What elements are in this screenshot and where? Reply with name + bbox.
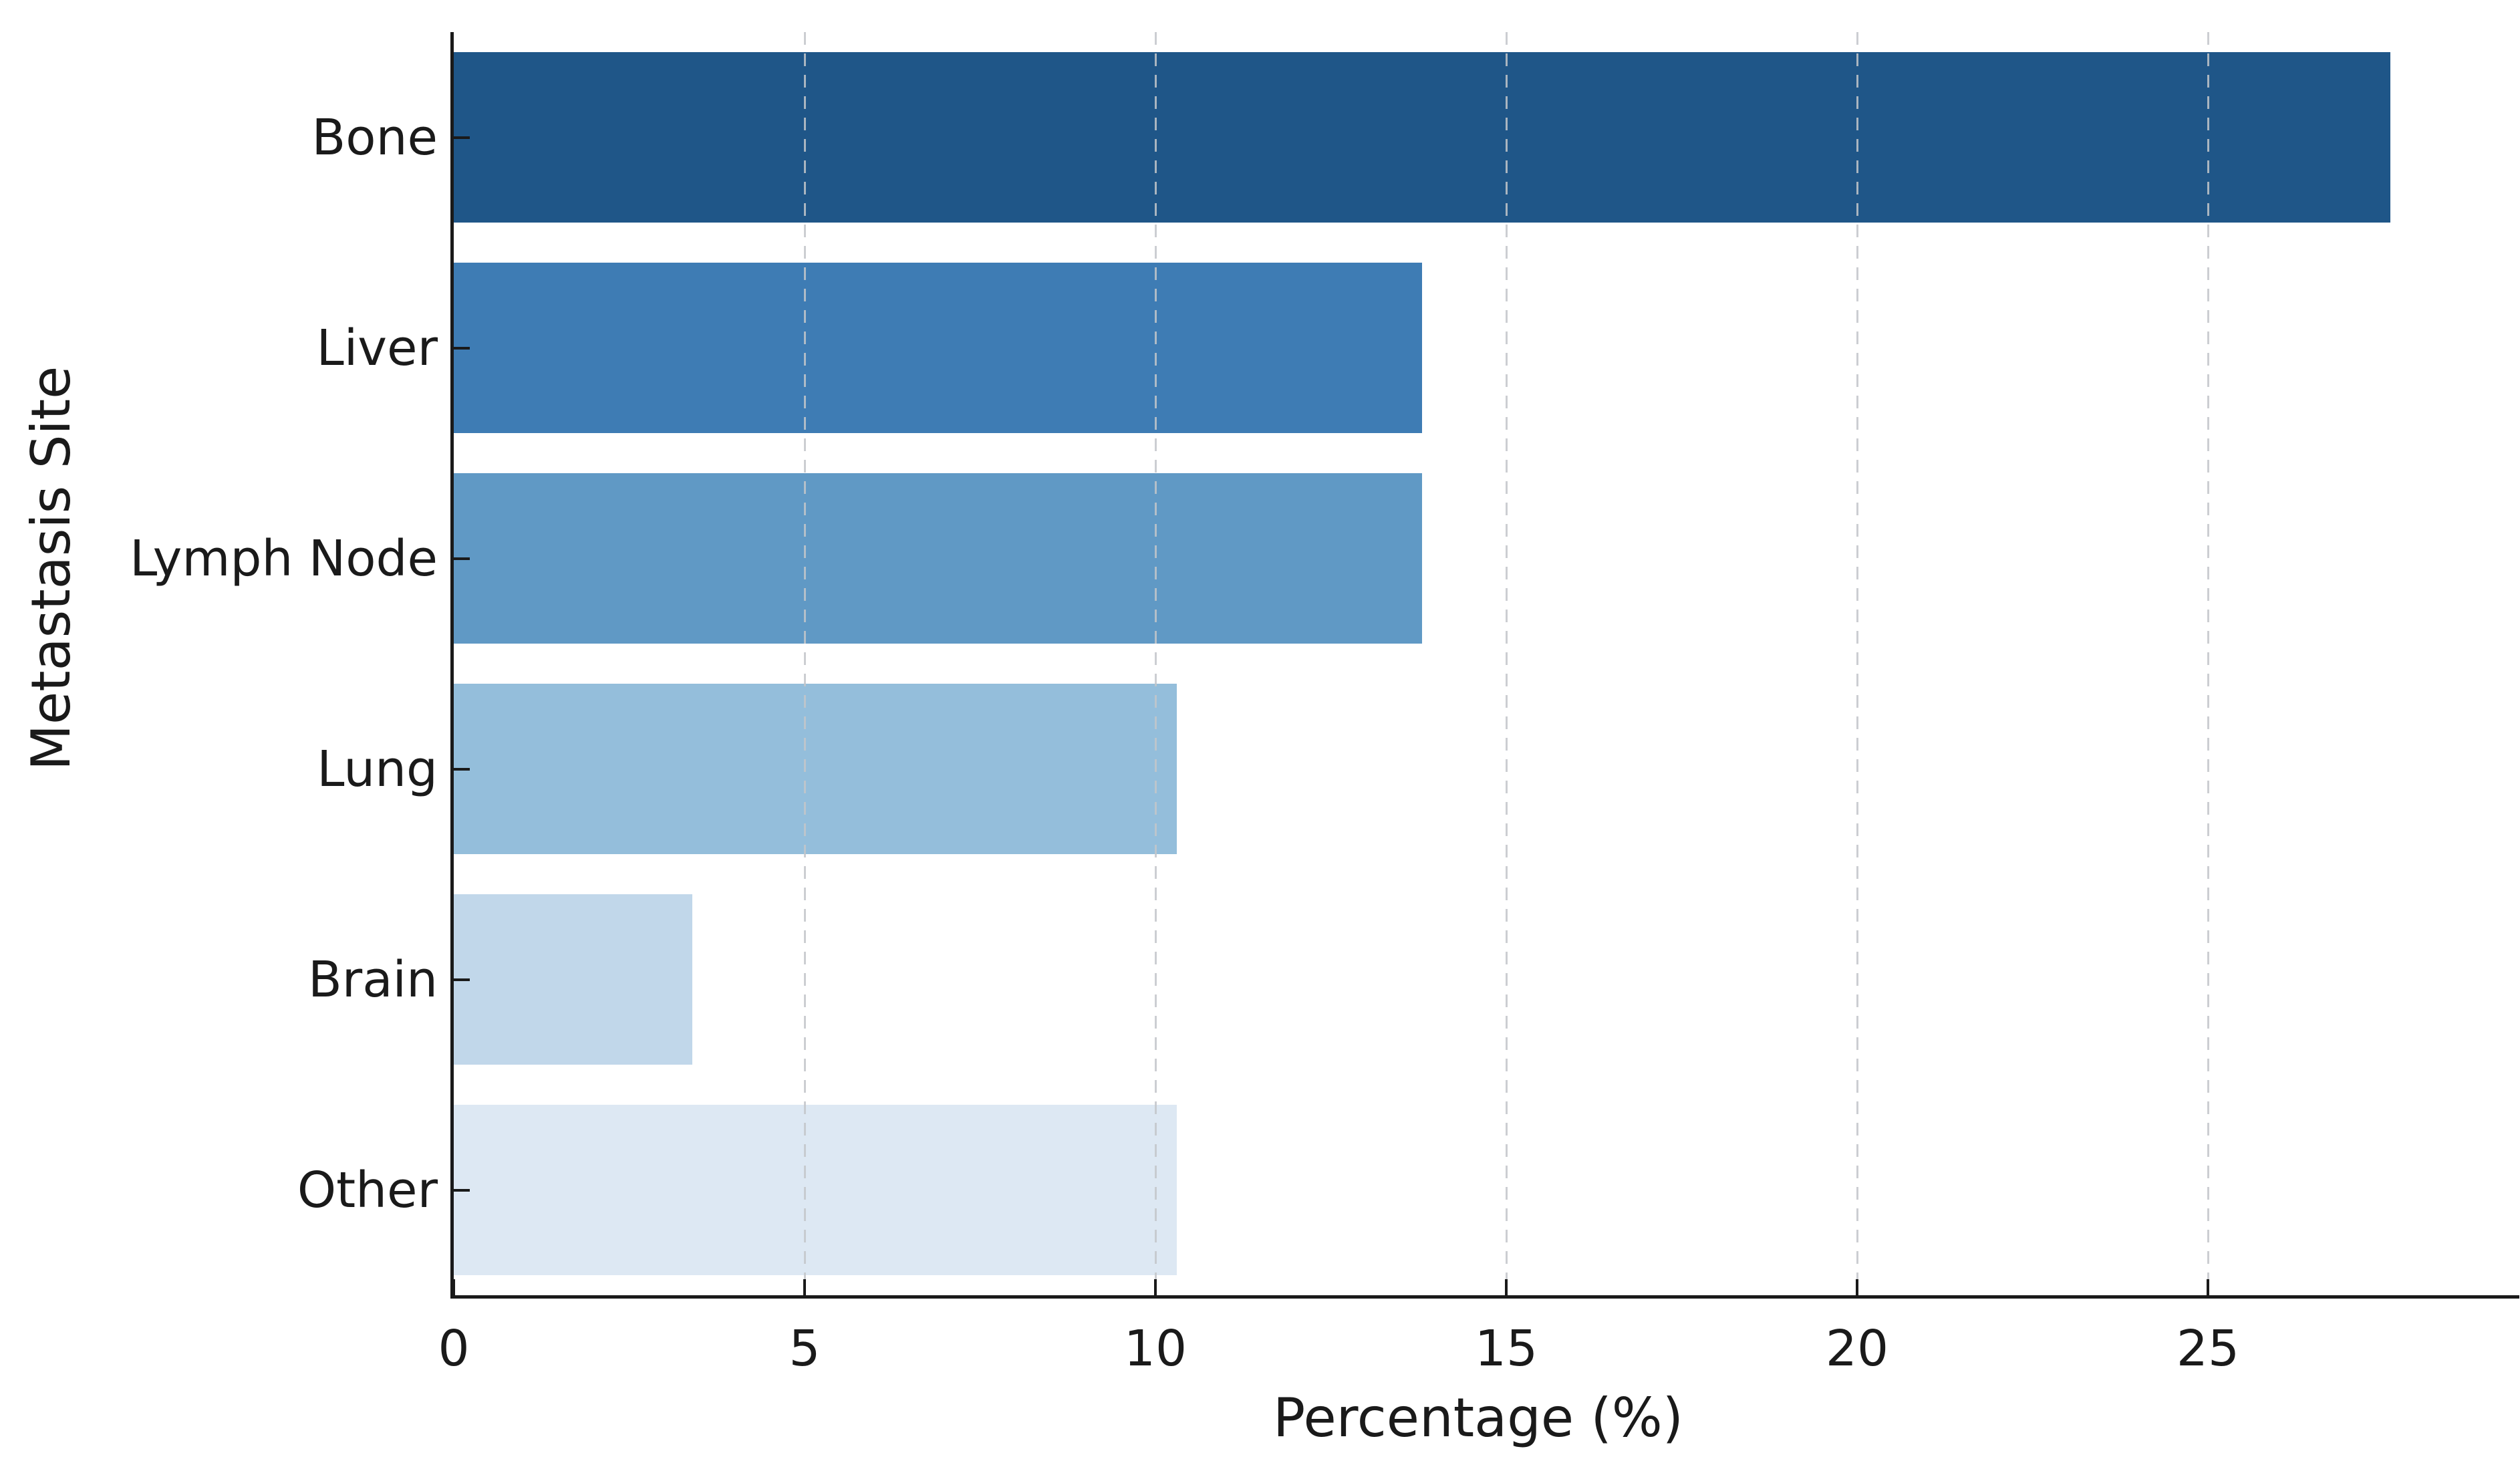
bar-brain xyxy=(454,894,692,1065)
y-tick-brain xyxy=(454,978,470,981)
x-tick-15 xyxy=(1505,1279,1508,1295)
category-label-brain: Brain xyxy=(308,950,438,1009)
x-tick-25 xyxy=(2207,1279,2209,1295)
x-tick-10 xyxy=(1154,1279,1157,1295)
y-tick-other xyxy=(454,1188,470,1192)
category-label-lung: Lung xyxy=(317,740,438,798)
x-tick-label-0: 0 xyxy=(438,1320,470,1377)
category-label-other: Other xyxy=(297,1161,438,1219)
y-tick-bone xyxy=(454,136,470,139)
y-tick-liver xyxy=(454,346,470,350)
gridline-10 xyxy=(1154,32,1157,1295)
gridline-5 xyxy=(803,32,806,1295)
x-tick-5 xyxy=(803,1279,806,1295)
x-tick-label-5: 5 xyxy=(789,1320,821,1377)
x-axis-spine xyxy=(450,1295,2519,1299)
category-label-liver: Liver xyxy=(316,319,438,377)
bar-lung xyxy=(454,684,1177,854)
gridline-25 xyxy=(2207,32,2209,1295)
plot-area xyxy=(450,32,2519,1299)
x-tick-label-15: 15 xyxy=(1474,1320,1538,1377)
x-tick-label-10: 10 xyxy=(1123,1320,1187,1377)
bar-lymph-node xyxy=(454,473,1422,644)
x-tick-label-20: 20 xyxy=(1825,1320,1889,1377)
x-tick-20 xyxy=(1856,1279,1858,1295)
y-tick-lymph-node xyxy=(454,557,470,560)
gridline-15 xyxy=(1505,32,1508,1295)
bar-liver xyxy=(454,263,1422,433)
category-label-bone: Bone xyxy=(311,108,438,166)
y-axis-spine xyxy=(450,32,454,1299)
bar-other xyxy=(454,1105,1177,1275)
category-label-lymph-node: Lymph Node xyxy=(130,529,438,587)
x-tick-0 xyxy=(452,1279,455,1295)
y-tick-lung xyxy=(454,767,470,771)
x-tick-label-25: 25 xyxy=(2176,1320,2240,1377)
x-axis-title: Percentage (%) xyxy=(1273,1387,1683,1449)
gridline-20 xyxy=(1856,32,1858,1295)
bar-bone xyxy=(454,52,2390,223)
